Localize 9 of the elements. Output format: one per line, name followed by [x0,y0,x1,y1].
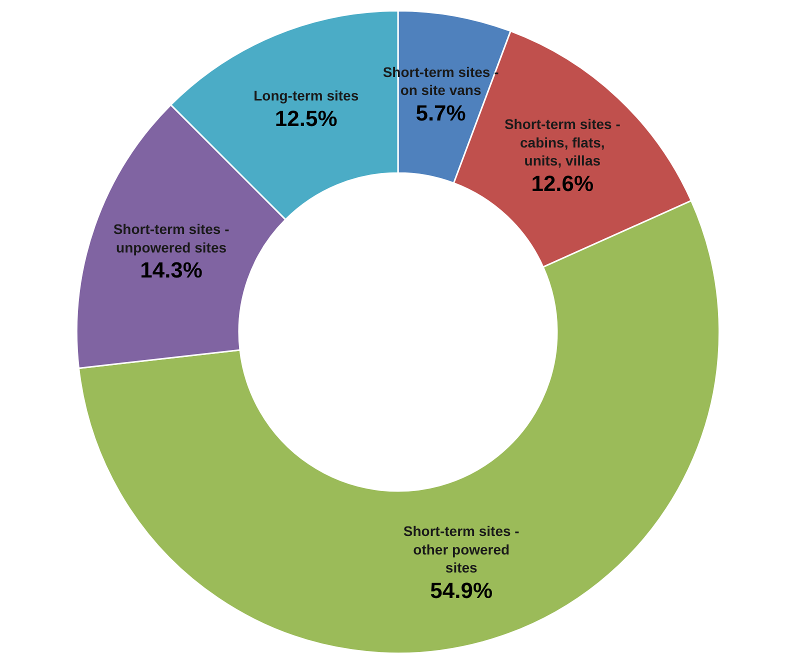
slice-label: Short-term sites - other powered sites [403,523,520,576]
data-label: 14.3% [140,258,202,283]
slice-label: Short-term sites - cabins, flats, units, villas [504,116,621,169]
data-label: 12.6% [531,170,594,196]
data-label: 54.9% [430,578,493,603]
slice-label: Short-term sites - unpowered sites [113,221,230,256]
slice-label: Long-term sites [254,88,359,104]
data-label: 12.5% [274,106,338,131]
data-label: 5.7% [416,100,466,126]
